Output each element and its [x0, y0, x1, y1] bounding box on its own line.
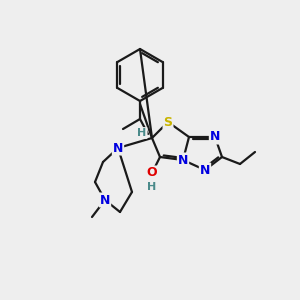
Text: O: O: [147, 167, 157, 179]
Text: N: N: [210, 130, 220, 143]
Text: N: N: [200, 164, 210, 176]
Text: N: N: [100, 194, 110, 206]
Text: S: S: [164, 116, 172, 128]
Text: H: H: [137, 128, 147, 138]
Text: N: N: [178, 154, 188, 166]
Text: N: N: [113, 142, 123, 154]
Text: H: H: [147, 182, 157, 192]
